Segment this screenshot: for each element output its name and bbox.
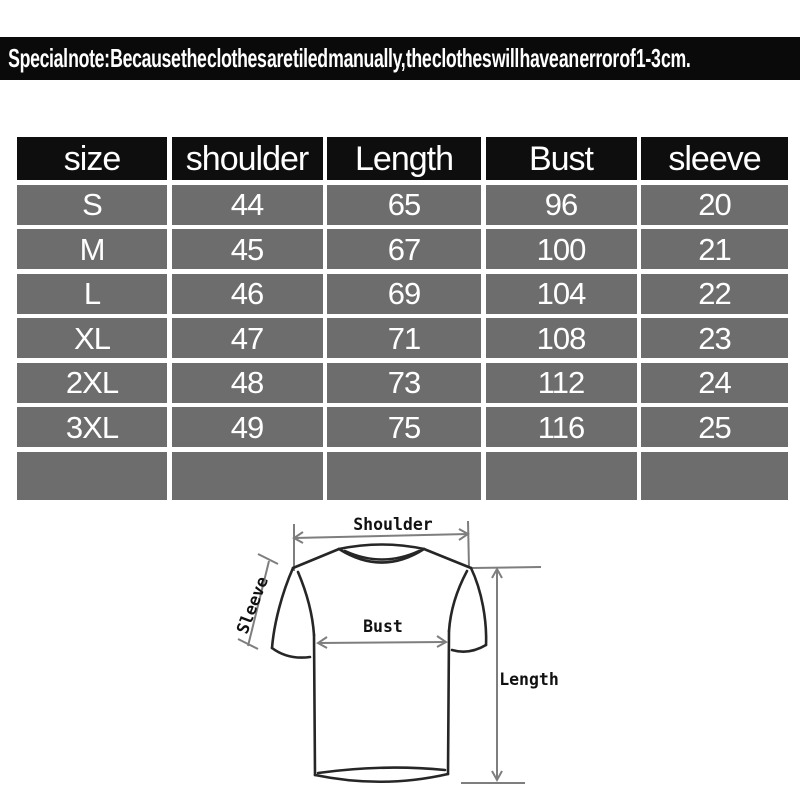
table-cell: 2XL [17, 362, 167, 403]
table-cell: 71 [327, 318, 481, 358]
size-chart-table: size shoulder Length Bust sleeve S 44 65… [17, 137, 788, 500]
table-cell: M [17, 229, 167, 269]
table-cell: 47 [171, 318, 323, 358]
sleeve-measure-line [237, 553, 279, 650]
table-cell-empty [641, 451, 788, 500]
tshirt-measurement-diagram: Shoulder Sleeve Bust Length [233, 515, 559, 784]
length-label: Length [499, 670, 559, 689]
table-cell: 3XL [17, 407, 167, 447]
shoulder-label: Shoulder [353, 515, 433, 534]
table-cell: 108 [485, 318, 637, 358]
table-cell: XL [17, 318, 167, 358]
table-cell-empty [17, 451, 167, 500]
table-cell-empty [171, 451, 323, 500]
table-cell: 73 [327, 362, 481, 403]
header-cell-length: Length [327, 137, 481, 180]
table-cell: L [17, 273, 167, 314]
table-cell: 25 [641, 407, 788, 447]
sleeve-label: Sleeve [233, 574, 272, 637]
bust-label: Bust [363, 617, 403, 636]
header-cell-bust: Bust [485, 137, 637, 180]
table-cell: 96 [485, 184, 637, 225]
header-cell-shoulder: shoulder [171, 137, 323, 180]
table-cell-empty [327, 451, 481, 500]
table-cell: 69 [327, 273, 481, 314]
header-cell-sleeve: sleeve [641, 137, 788, 180]
table-cell: S [17, 184, 167, 225]
table-cell: 49 [171, 407, 323, 447]
special-note-text: Special note: Because the clothes are ti… [8, 43, 691, 73]
table-cell: 116 [485, 407, 637, 447]
table-cell: 23 [641, 318, 788, 358]
length-measure-line [461, 566, 542, 784]
table-cell: 104 [485, 273, 637, 314]
bust-measure-line [316, 635, 448, 649]
table-cell: 65 [327, 184, 481, 225]
table-cell: 75 [327, 407, 481, 447]
table-cell: 44 [171, 184, 323, 225]
table-cell: 46 [171, 273, 323, 314]
table-cell: 20 [641, 184, 788, 225]
shoulder-measure-line [292, 520, 470, 571]
special-note-banner: Special note: Because the clothes are ti… [0, 37, 800, 80]
table-cell: 21 [641, 229, 788, 269]
table-cell: 100 [485, 229, 637, 269]
table-cell: 45 [171, 229, 323, 269]
table-cell: 24 [641, 362, 788, 403]
header-cell-size: size [17, 137, 167, 180]
table-cell: 22 [641, 273, 788, 314]
table-cell-empty [485, 451, 637, 500]
table-cell: 112 [485, 362, 637, 403]
tshirt-outline [270, 543, 488, 784]
table-cell: 48 [171, 362, 323, 403]
table-cell: 67 [327, 229, 481, 269]
